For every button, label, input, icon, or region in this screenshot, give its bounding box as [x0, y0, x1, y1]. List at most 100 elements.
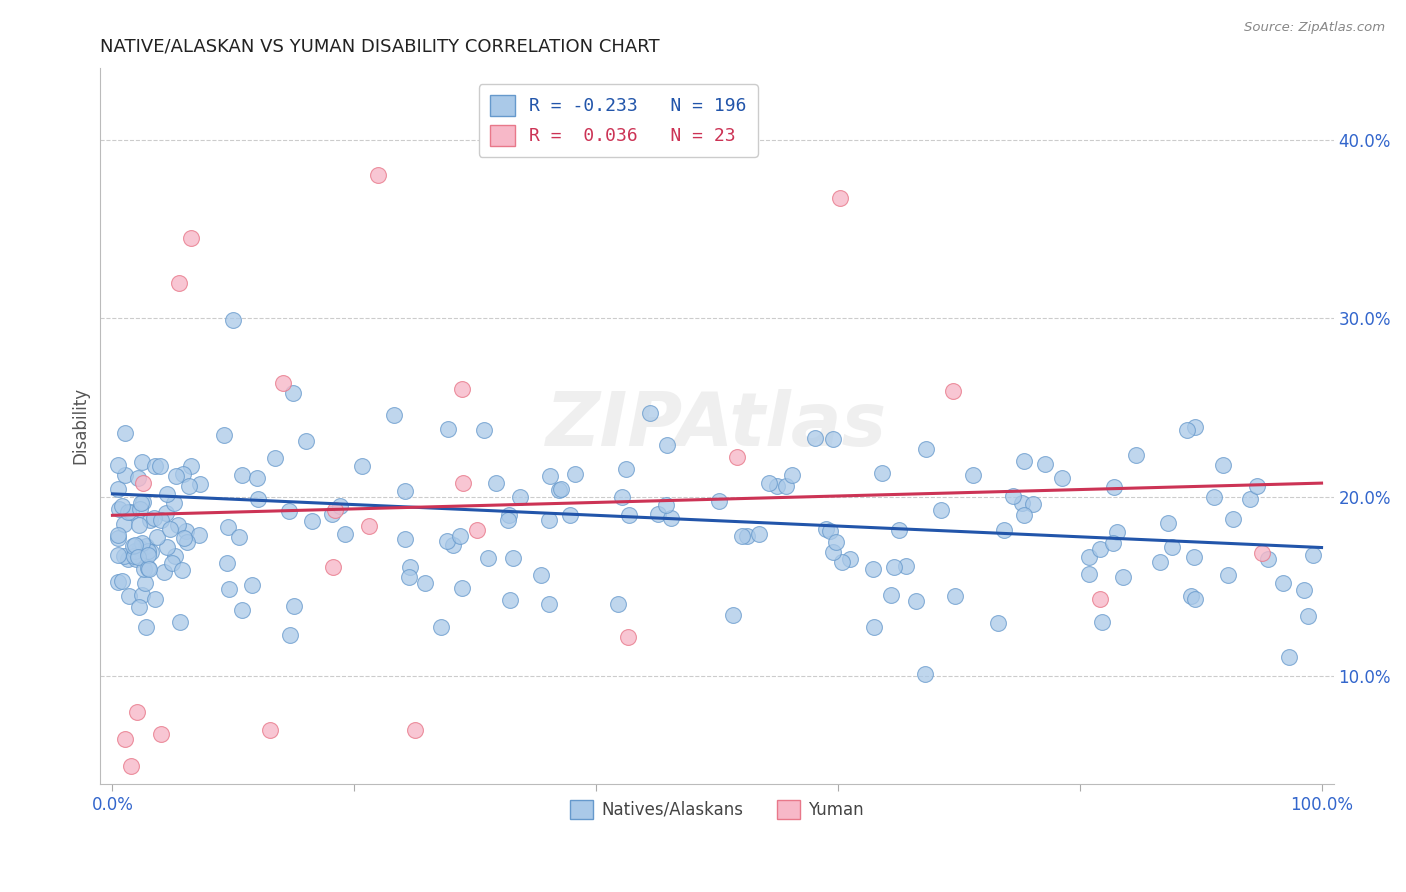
Point	[169, 615, 191, 629]
Point	[136, 543, 159, 558]
Point	[124, 544, 146, 558]
Point	[124, 552, 146, 566]
Point	[498, 508, 520, 522]
Point	[654, 498, 676, 512]
Point	[449, 529, 471, 543]
Point	[1222, 512, 1244, 526]
Point	[1302, 548, 1324, 562]
Point	[145, 458, 167, 473]
Point	[823, 545, 845, 559]
Point	[136, 560, 159, 574]
Point	[655, 438, 678, 452]
Point	[451, 581, 474, 595]
Point	[1033, 457, 1056, 471]
Point	[117, 505, 139, 519]
Point	[499, 593, 522, 607]
Point	[111, 574, 134, 588]
Point	[231, 468, 253, 483]
Point	[132, 476, 155, 491]
Point	[838, 552, 860, 566]
Point	[139, 544, 162, 558]
Point	[721, 608, 744, 623]
Point	[1125, 448, 1147, 462]
Point	[218, 582, 240, 596]
Point	[323, 503, 346, 517]
Point	[1216, 568, 1239, 582]
Point	[301, 515, 323, 529]
Point	[509, 491, 531, 505]
Point	[114, 426, 136, 441]
Point	[180, 231, 202, 245]
Point	[153, 566, 176, 580]
Point	[1088, 541, 1111, 556]
Point	[120, 759, 142, 773]
Point	[139, 513, 162, 527]
Point	[174, 524, 197, 538]
Point	[127, 550, 149, 565]
Point	[1212, 458, 1234, 473]
Point	[131, 455, 153, 469]
Point	[107, 528, 129, 542]
Point	[187, 527, 209, 541]
Point	[815, 522, 838, 536]
Point	[887, 523, 910, 537]
Point	[156, 540, 179, 554]
Point	[128, 599, 150, 614]
Point	[564, 467, 586, 482]
Point	[167, 276, 190, 290]
Point	[394, 483, 416, 498]
Point	[1296, 608, 1319, 623]
Point	[436, 534, 458, 549]
Point	[128, 517, 150, 532]
Point	[131, 496, 153, 510]
Point	[135, 540, 157, 554]
Point	[132, 495, 155, 509]
Point	[1161, 540, 1184, 554]
Point	[1257, 552, 1279, 566]
Point	[1156, 516, 1178, 530]
Point	[117, 551, 139, 566]
Point	[172, 467, 194, 481]
Point	[240, 577, 263, 591]
Point	[413, 575, 436, 590]
Point	[149, 726, 172, 740]
Point	[322, 559, 344, 574]
Point	[1239, 492, 1261, 507]
Point	[548, 483, 571, 497]
Point	[638, 405, 661, 419]
Point	[283, 385, 305, 400]
Point	[1246, 479, 1268, 493]
Point	[485, 476, 508, 491]
Point	[176, 535, 198, 549]
Point	[880, 588, 903, 602]
Point	[1182, 549, 1205, 564]
Point	[929, 503, 952, 517]
Point	[465, 523, 488, 537]
Point	[135, 620, 157, 634]
Point	[987, 616, 1010, 631]
Point	[914, 667, 936, 681]
Point	[661, 511, 683, 525]
Point	[111, 500, 134, 514]
Point	[134, 576, 156, 591]
Point	[731, 529, 754, 543]
Point	[477, 551, 499, 566]
Point	[530, 568, 553, 582]
Point	[1078, 550, 1101, 565]
Point	[283, 599, 305, 614]
Point	[149, 459, 172, 474]
Point	[112, 516, 135, 531]
Point	[894, 558, 917, 573]
Point	[132, 561, 155, 575]
Point	[112, 549, 135, 563]
Text: NATIVE/ALASKAN VS YUMAN DISABILITY CORRELATION CHART: NATIVE/ALASKAN VS YUMAN DISABILITY CORRE…	[100, 37, 659, 55]
Point	[108, 502, 131, 516]
Point	[217, 520, 239, 534]
Point	[905, 594, 928, 608]
Point	[228, 530, 250, 544]
Point	[107, 548, 129, 562]
Point	[614, 462, 637, 476]
Point	[179, 479, 201, 493]
Point	[1202, 490, 1225, 504]
Point	[404, 723, 426, 737]
